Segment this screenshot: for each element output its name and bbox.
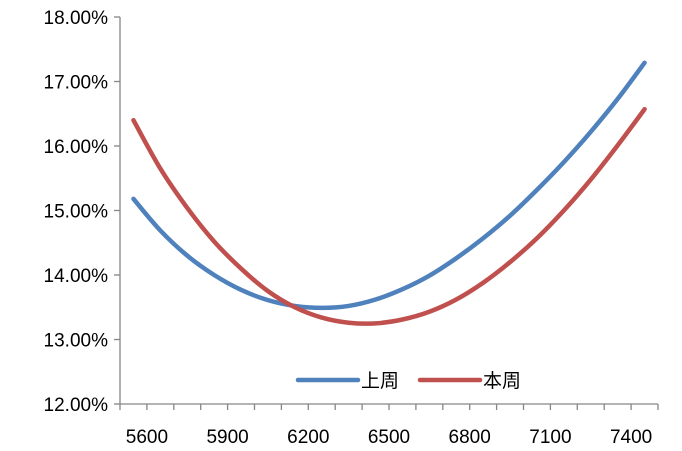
y-tick-label: 16.00% [44, 137, 109, 158]
series-line-2 [131, 106, 647, 326]
y-tick-label: 14.00% [44, 266, 109, 287]
y-tick-label: 18.00% [44, 8, 109, 29]
x-tick-label: 6800 [449, 427, 491, 448]
legend-label-2: 本周 [483, 370, 521, 392]
y-tick-label: 13.00% [44, 331, 109, 352]
x-tick-label: 6500 [368, 427, 410, 448]
x-tick-label: 7100 [529, 427, 571, 448]
y-tick-label: 12.00% [44, 395, 109, 416]
y-tick-label: 17.00% [44, 73, 109, 94]
series-line-1 [131, 60, 647, 311]
legend: 上周 本周 [295, 370, 521, 392]
x-tick-label: 7400 [610, 427, 652, 448]
x-tick-label: 5600 [126, 427, 168, 448]
y-axis: 12.00% 13.00% 14.00% 15.00% 16.00% 17.00% 18.0… [44, 8, 121, 416]
x-tick-label: 5900 [206, 427, 248, 448]
y-tick-label: 15.00% [44, 202, 109, 223]
x-tick-label: 6200 [287, 427, 329, 448]
series-lines [131, 60, 647, 326]
x-axis: 5600 5900 6200 6500 6800 7100 7400 [119, 403, 659, 448]
legend-label-1: 上周 [361, 370, 399, 392]
